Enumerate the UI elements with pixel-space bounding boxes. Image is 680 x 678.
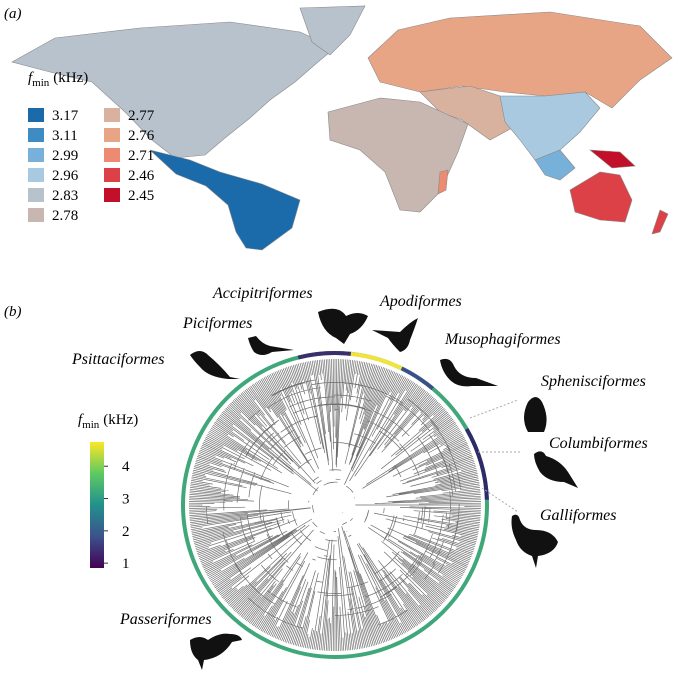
symbol: f: [78, 412, 84, 428]
east-asia: [499, 91, 601, 161]
legend-swatch: [104, 128, 120, 142]
madagascar: [437, 169, 449, 195]
unit: (kHz): [103, 412, 138, 428]
subscript: min: [32, 77, 50, 89]
africa: [327, 97, 469, 213]
legend-label: 2.99: [52, 148, 78, 164]
legend-label: 2.78: [52, 208, 78, 224]
legend-title: fmin (kHz): [28, 70, 88, 89]
se-asia: [534, 149, 576, 181]
colorbar-gradient: [90, 442, 104, 568]
order-label: Accipitriformes: [212, 285, 313, 302]
panel-label: (a): [4, 6, 22, 22]
legend-label: 2.96: [52, 168, 79, 184]
legend-label: 3.17: [52, 108, 79, 124]
legend-swatch: [28, 168, 44, 182]
order-label: Musophagiformes: [444, 331, 561, 348]
eurasia: [367, 11, 673, 109]
colorbar-tick-label: 4: [122, 459, 130, 475]
new-zealand: [651, 209, 669, 235]
silhouettes: [190, 308, 578, 670]
order-label: Apodiformes: [379, 293, 462, 310]
eagle: [318, 308, 368, 344]
ring-segment: [464, 428, 489, 500]
ring-segment: [350, 351, 403, 371]
parrot: [190, 351, 240, 379]
panel-label: (b): [4, 304, 22, 320]
legend-swatch: [104, 188, 120, 202]
legend-label: 2.46: [128, 168, 155, 184]
order-label: Columbiformes: [549, 435, 648, 452]
south-america: [149, 149, 301, 251]
turkey: [511, 514, 558, 568]
order-label: Psittaciformes: [71, 351, 164, 368]
colorbar-tick-label: 3: [122, 492, 130, 508]
pointer: [469, 399, 519, 419]
legend-swatch: [28, 188, 44, 202]
unit: (kHz): [53, 70, 88, 86]
legend-label: 2.76: [128, 128, 155, 144]
legend-swatch: [28, 108, 44, 122]
legend-label: 2.45: [128, 188, 154, 204]
legend-label: 2.83: [52, 188, 78, 204]
legend-swatch: [104, 108, 120, 122]
pointer: [481, 487, 519, 513]
ring-segment: [400, 366, 434, 391]
legend-label: 2.77: [128, 108, 155, 124]
hummingbird: [372, 318, 418, 352]
order-label: Piciformes: [182, 315, 252, 332]
new-guinea: [589, 149, 636, 169]
penguin: [524, 397, 547, 432]
world-map: [11, 5, 673, 251]
legend-swatch: [104, 168, 120, 182]
blackbird: [190, 633, 242, 670]
legend-swatch: [104, 148, 120, 162]
order-label: Passeriformes: [119, 611, 212, 628]
woodpecker: [248, 336, 294, 355]
legend-swatch: [28, 128, 44, 142]
legend-label: 3.11: [52, 128, 78, 144]
legend-label: 2.71: [128, 148, 154, 164]
symbol: f: [28, 70, 34, 86]
north-america: [11, 21, 336, 159]
phylogeny: [181, 351, 522, 659]
colorbar-tick-label: 1: [122, 556, 130, 572]
colorbar-tick-label: 2: [122, 524, 130, 540]
turaco: [440, 358, 498, 387]
legend-swatch: [28, 148, 44, 162]
legend-swatch: [28, 208, 44, 222]
order-labels: Psittaciformes Piciformes Accipitriformes A…: [71, 285, 648, 628]
subscript: min: [82, 419, 100, 431]
colorbar-title: fmin (kHz): [78, 412, 138, 431]
greenland: [299, 5, 366, 56]
order-label: Galliformes: [540, 507, 616, 524]
ring-segment: [297, 351, 352, 360]
australia: [569, 171, 633, 223]
pigeon: [534, 451, 578, 488]
legend: 3.17 3.11 2.99 2.96 2.83 2.78 2.77 2.76 2.71 2.46…: [28, 108, 155, 224]
order-label: Sphenisciformes: [541, 373, 646, 390]
colorbar: 1 2 3 4: [90, 442, 130, 572]
tree-branches: [188, 358, 482, 652]
